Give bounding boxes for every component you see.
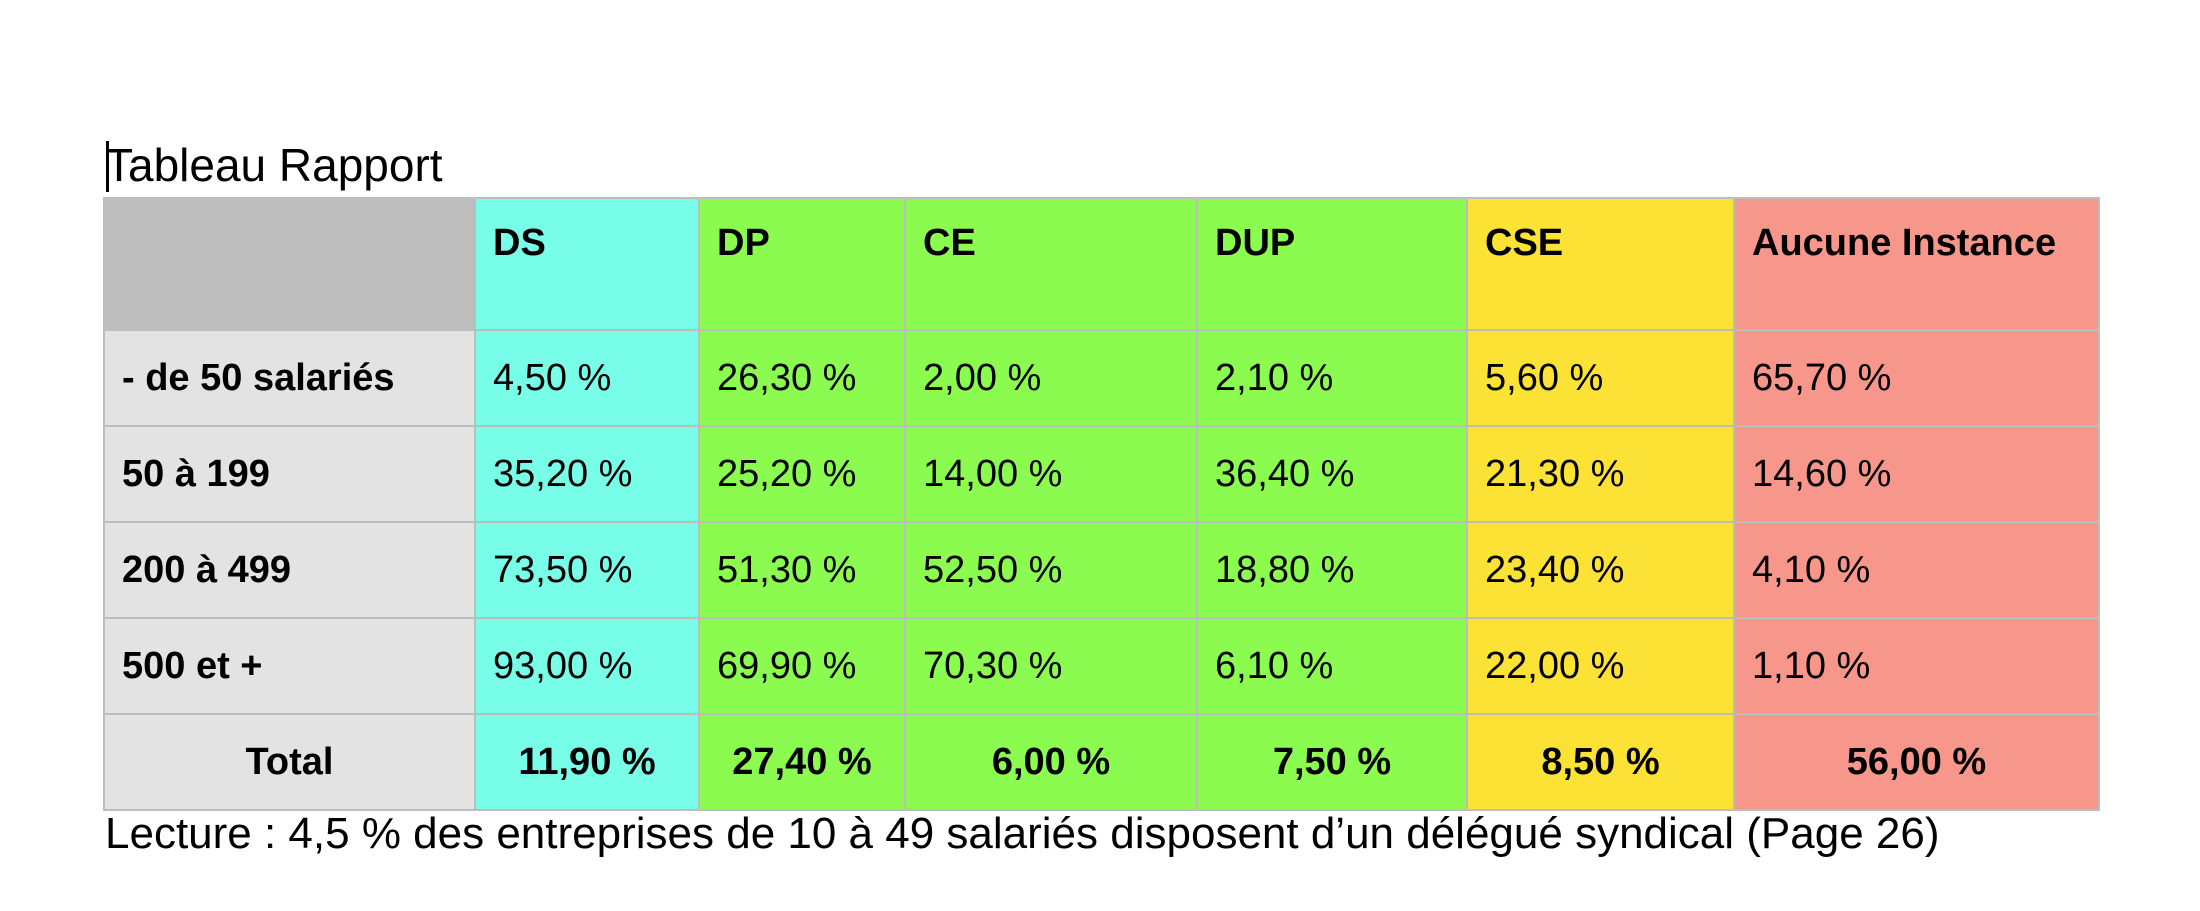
table-cell[interactable]: 2,10 % [1196, 329, 1468, 427]
table-cell[interactable]: 26,30 % [698, 329, 906, 427]
report-table: DS DP CE DUP CSE Aucune Instance - de 50 salar… [103, 197, 2100, 811]
table-cell[interactable]: 14,00 % [904, 425, 1198, 523]
table-cell[interactable]: 36,40 % [1196, 425, 1468, 523]
table-cell[interactable]: 6,10 % [1196, 617, 1468, 715]
column-header-dp[interactable]: DP [698, 197, 906, 331]
total-cell[interactable]: 11,90 % [474, 713, 700, 811]
table-cell[interactable]: 70,30 % [904, 617, 1198, 715]
table-cell[interactable]: 23,40 % [1466, 521, 1735, 619]
column-header-ds[interactable]: DS [474, 197, 700, 331]
table-cell[interactable]: 93,00 % [474, 617, 700, 715]
table-cell[interactable]: 65,70 % [1733, 329, 2100, 427]
header-row: DS DP CE DUP CSE Aucune Instance [103, 197, 2100, 331]
table-body: DS DP CE DUP CSE Aucune Instance - de 50 salar… [103, 197, 2100, 811]
row-header[interactable]: 50 à 199 [103, 425, 476, 523]
column-header-ce[interactable]: CE [904, 197, 1198, 331]
total-cell[interactable]: 56,00 % [1733, 713, 2100, 811]
table-cell[interactable]: 4,50 % [474, 329, 700, 427]
corner-cell[interactable] [103, 197, 476, 331]
row-header[interactable]: 500 et + [103, 617, 476, 715]
column-header-aucune[interactable]: Aucune Instance [1733, 197, 2100, 331]
row-header[interactable]: 200 à 499 [103, 521, 476, 619]
table-cell[interactable]: 22,00 % [1466, 617, 1735, 715]
total-cell[interactable]: 6,00 % [904, 713, 1198, 811]
table-cell[interactable]: 35,20 % [474, 425, 700, 523]
total-cell[interactable]: 8,50 % [1466, 713, 1735, 811]
table-cell[interactable]: 2,00 % [904, 329, 1198, 427]
document-title[interactable]: Tableau Rapport [105, 139, 443, 191]
table-cell[interactable]: 14,60 % [1733, 425, 2100, 523]
row-header[interactable]: - de 50 salariés [103, 329, 476, 427]
table-cell[interactable]: 73,50 % [474, 521, 700, 619]
table-cell[interactable]: 69,90 % [698, 617, 906, 715]
table-cell[interactable]: 25,20 % [698, 425, 906, 523]
table-cell[interactable]: 51,30 % [698, 521, 906, 619]
table-cell[interactable]: 4,10 % [1733, 521, 2100, 619]
table-row: 200 à 499 73,50 % 51,30 % 52,50 % 18,80 % 23,… [103, 521, 2100, 619]
table-cell[interactable]: 1,10 % [1733, 617, 2100, 715]
table-cell[interactable]: 21,30 % [1466, 425, 1735, 523]
total-label[interactable]: Total [103, 713, 476, 811]
table-cell[interactable]: 52,50 % [904, 521, 1198, 619]
table-row: 50 à 199 35,20 % 25,20 % 14,00 % 36,40 % 21,3… [103, 425, 2100, 523]
column-header-dup[interactable]: DUP [1196, 197, 1468, 331]
total-cell[interactable]: 27,40 % [698, 713, 906, 811]
table-caption: Lecture : 4,5 % des entreprises de 10 à … [105, 809, 1940, 858]
table-cell[interactable]: 5,60 % [1466, 329, 1735, 427]
table-cell[interactable]: 18,80 % [1196, 521, 1468, 619]
column-header-cse[interactable]: CSE [1466, 197, 1735, 331]
table-row: 500 et +93,00 % 69,90 % 70,30 % 6,10 % 22,00… [103, 617, 2100, 715]
total-cell[interactable]: 7,50 % [1196, 713, 1468, 811]
total-row: Total 11,90 % 27,40 % 6,00 % 7,50 % 8,50 % 56,… [103, 713, 2100, 811]
text-cursor [106, 141, 109, 192]
table-row: - de 50 salariés 4,50 % 26,30 % 2,00 % 2,10 … [103, 329, 2100, 427]
